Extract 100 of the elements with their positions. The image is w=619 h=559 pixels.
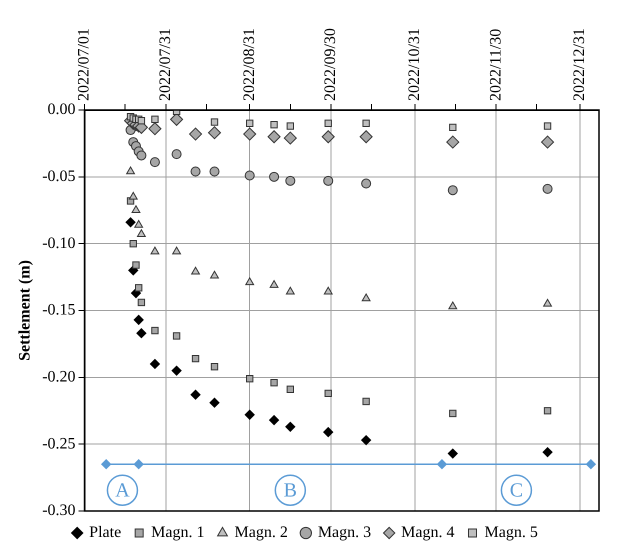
point — [269, 415, 280, 426]
point — [136, 150, 146, 160]
point — [448, 185, 458, 196]
point — [210, 118, 218, 126]
point — [134, 220, 144, 228]
point — [323, 427, 334, 438]
point — [189, 128, 202, 141]
point — [245, 277, 254, 286]
point — [449, 124, 456, 132]
point — [362, 398, 370, 406]
point — [286, 386, 294, 394]
point — [150, 358, 160, 369]
point — [446, 136, 460, 149]
point — [284, 132, 297, 145]
x-tick-label: 2022/07/31 — [156, 28, 174, 101]
point — [134, 314, 144, 325]
point — [362, 120, 370, 128]
legend-label: Magn. 4 — [401, 524, 454, 542]
point — [542, 447, 553, 458]
legend-label: Plate — [89, 524, 122, 542]
point — [135, 284, 142, 292]
point — [132, 205, 140, 213]
x-tick-label: 2022/09/30 — [322, 28, 340, 101]
point — [544, 122, 552, 130]
point — [323, 176, 334, 186]
point — [172, 246, 181, 254]
point — [208, 126, 221, 140]
point — [436, 459, 447, 470]
point — [148, 122, 162, 136]
point — [130, 240, 137, 248]
point — [246, 374, 254, 382]
point — [190, 166, 201, 176]
point — [269, 172, 280, 182]
point — [362, 293, 371, 302]
point — [268, 130, 281, 144]
x-tick-label: 2022/08/31 — [240, 28, 258, 101]
point — [324, 120, 332, 128]
y-tick-label: -0.20 — [42, 368, 76, 386]
x-tick-label: 2022/10/31 — [406, 28, 424, 101]
point — [151, 116, 159, 124]
legend-label: Magn. 3 — [318, 524, 372, 542]
point — [542, 184, 553, 194]
point — [322, 130, 335, 144]
point — [191, 266, 200, 274]
y-tick-label: -0.15 — [42, 302, 76, 319]
point — [244, 410, 255, 420]
point — [101, 459, 112, 470]
point — [544, 407, 552, 414]
point — [543, 298, 552, 307]
point — [285, 176, 296, 186]
legend-label: Magn. 5 — [484, 524, 538, 542]
point — [150, 246, 160, 254]
x-tick-label: 2022/11/30 — [487, 28, 504, 101]
point — [285, 422, 296, 432]
point — [541, 136, 554, 149]
y-tick-label: -0.05 — [42, 168, 76, 186]
point — [210, 270, 219, 278]
point — [210, 398, 220, 408]
point — [448, 301, 458, 310]
legend-label: Magn. 1 — [151, 524, 205, 542]
x-tick-label: 2022/07/01 — [76, 28, 93, 101]
point — [172, 332, 180, 340]
x-tick-label: 2022/12/31 — [571, 28, 588, 101]
point — [361, 435, 372, 446]
point — [150, 157, 160, 168]
point — [134, 459, 144, 470]
point — [586, 459, 596, 470]
legend-label: Magn. 2 — [234, 524, 288, 542]
y-tick-label: -0.10 — [42, 234, 76, 252]
point — [132, 261, 140, 269]
point — [210, 166, 220, 176]
point — [190, 390, 201, 400]
point — [126, 217, 136, 228]
point — [270, 379, 278, 386]
point — [270, 280, 278, 288]
point — [448, 448, 458, 459]
point — [138, 298, 146, 306]
point — [270, 121, 278, 128]
point — [128, 192, 138, 200]
point — [246, 120, 254, 128]
point — [449, 410, 456, 418]
point — [324, 390, 332, 398]
point — [210, 362, 218, 370]
point — [192, 354, 200, 362]
point — [360, 130, 373, 144]
point — [361, 178, 372, 189]
point — [136, 229, 146, 238]
point — [172, 149, 182, 160]
point — [244, 170, 255, 180]
point — [286, 286, 295, 295]
point — [286, 122, 294, 130]
y-tick-label: -0.25 — [42, 435, 76, 452]
point — [243, 128, 256, 141]
point — [136, 328, 146, 338]
y-tick-label: -0.30 — [42, 502, 76, 520]
annotation: C — [510, 479, 524, 502]
point — [126, 166, 135, 174]
point — [324, 286, 333, 295]
annotation: A — [115, 479, 130, 502]
point — [151, 326, 159, 334]
